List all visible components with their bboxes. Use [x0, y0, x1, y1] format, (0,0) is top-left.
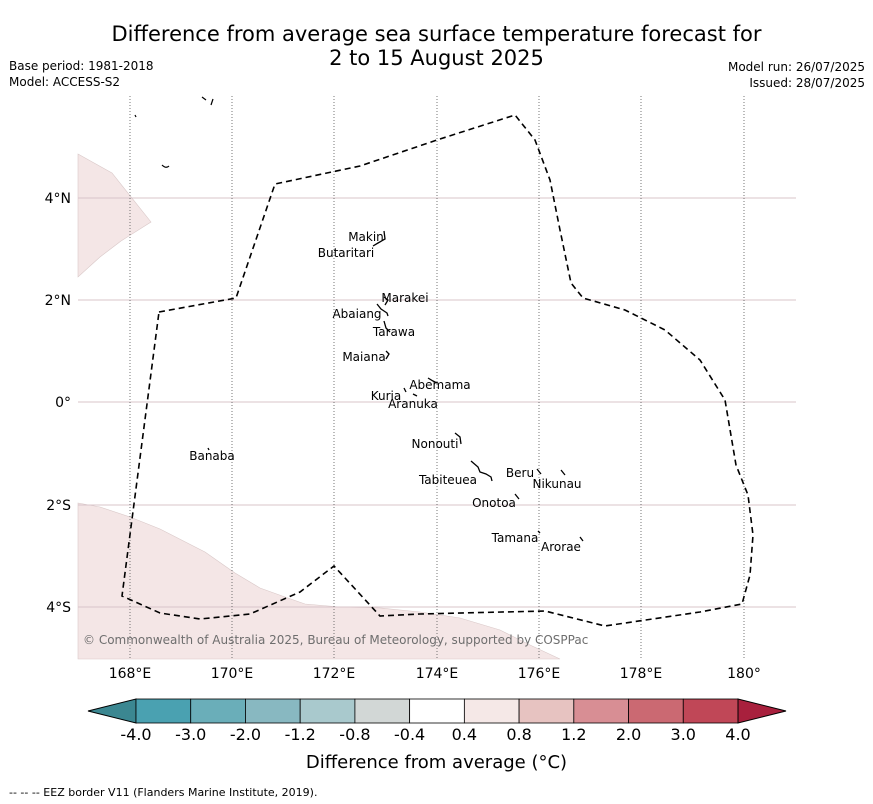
island-label-kuria: Kuria [371, 389, 402, 403]
lat-label-2s: 2°S [46, 498, 71, 514]
atoll-abaiang [376, 303, 389, 317]
title-line-2: 2 to 15 August 2025 [329, 46, 544, 70]
atoll-onotoa [514, 493, 520, 500]
island-label-nikunau: Nikunau [532, 477, 581, 491]
lat-label-4n: 4°N [45, 191, 71, 207]
copyright-notice: © Commonwealth of Australia 2025, Bureau… [83, 633, 588, 647]
island-label-tamana: Tamana [491, 531, 539, 545]
lat-label-0: 0° [55, 395, 71, 411]
colorbar-tick-label: -1.2 [285, 725, 316, 744]
colorbar-tick-label: -0.8 [339, 725, 370, 744]
atoll-banaba [207, 447, 210, 451]
base-period: Base period: 1981-2018 [9, 59, 154, 73]
island-label-arorae: Arorae [541, 540, 581, 554]
atoll-beru-nikunau [536, 468, 566, 476]
island-label-abemama: Abemama [409, 378, 470, 392]
colorbar-segment [135, 698, 192, 724]
colorbar-segment [409, 698, 465, 724]
island-label-banaba: Banaba [189, 449, 235, 463]
eez-border [121, 114, 754, 627]
island-marks-northwest [134, 96, 214, 168]
colorbar-tick-label: 1.2 [561, 725, 586, 744]
colorbar-arrow-high [737, 698, 787, 724]
lon-label-172e: 172°E [313, 666, 356, 682]
lat-label-4s: 4°S [46, 600, 71, 616]
island-label-nonouti: Nonouti [412, 437, 459, 451]
title-line-1: Difference from average sea surface temp… [111, 22, 762, 46]
model-name: Model: ACCESS-S2 [9, 75, 121, 89]
atoll-maiana [385, 350, 390, 360]
colorbar-tick-label: -2.0 [230, 725, 261, 744]
colorbar-segment [354, 698, 411, 724]
islet-mark-4 [161, 164, 170, 168]
island-label-makin: Makin [348, 230, 384, 244]
colorbar-tick-label: 4.0 [725, 725, 750, 744]
islet-mark-3 [134, 114, 137, 118]
atoll-tarawa [383, 320, 391, 333]
lon-label-174e: 174°E [416, 666, 459, 682]
graticule [78, 96, 796, 659]
lon-label-168e: 168°E [109, 666, 152, 682]
lon-label-170e: 170°E [211, 666, 254, 682]
colorbar-label: Difference from average (°C) [305, 752, 568, 773]
colorbar-tick-label: 3.0 [671, 725, 696, 744]
colorbar-tick-label: 2.0 [616, 725, 641, 744]
anomaly-patch-north-west [77, 153, 152, 278]
map-title: Difference from average sea surface temp… [0, 22, 873, 70]
colorbar-tick-label: -0.4 [394, 725, 425, 744]
lon-label-180: 180° [727, 666, 761, 682]
colorbar-segment [463, 698, 520, 724]
island-label-maiana: Maiana [342, 350, 385, 364]
colorbar-segment [190, 698, 246, 724]
island-label-abaiang: Abaiang [332, 307, 381, 321]
atoll-tamana-arorae [537, 530, 584, 542]
island-label-onotoa: Onotoa [472, 496, 516, 510]
atoll-tabiteuea [470, 460, 493, 482]
island-label-tarawa: Tarawa [372, 325, 415, 339]
islet-mark-2 [210, 98, 214, 106]
colorbar-tick-label: -3.0 [175, 725, 206, 744]
eez-footnote: -- -- -- EEZ border V11 (Flanders Marine… [9, 786, 318, 799]
issued-date: Issued: 28/07/2025 [749, 76, 865, 90]
island-label-aranuka: Aranuka [388, 397, 438, 411]
atoll-makin-butaritari [372, 230, 386, 247]
lon-axis-labels: 168°E 170°E 172°E 174°E 176°E 178°E 180° [109, 666, 761, 682]
colorbar-segment [682, 698, 739, 724]
island-label-tabiteuea: Tabiteuea [418, 473, 477, 487]
atoll-outlines [207, 230, 584, 542]
colorbar-tick-label: 0.4 [452, 725, 477, 744]
model-run: Model run: 26/07/2025 [727, 60, 865, 74]
colorbar-tick-label: 0.8 [506, 725, 531, 744]
colorbar: -4.0 -3.0 -2.0 -1.2 -0.8 -0.4 0.4 0.8 1.2 2.0 3.0 4… [87, 698, 787, 744]
lat-axis-labels: 4°N 2°N 0° 2°S 4°S [45, 191, 72, 616]
colorbar-segment [628, 698, 684, 724]
anomaly-patch-south-west [77, 502, 561, 660]
lon-label-176e: 176°E [518, 666, 561, 682]
atoll-nonouti [454, 432, 462, 445]
atoll-kuria-aranuka [403, 387, 418, 397]
meta-left: Base period: 1981-2018 Model: ACCESS-S2 [9, 58, 154, 90]
colorbar-tick-label: -4.0 [120, 725, 151, 744]
lat-label-2n: 2°N [45, 293, 71, 309]
colorbar-arrow-low [87, 698, 137, 724]
islet-mark-1 [201, 96, 207, 101]
atoll-abemama [427, 377, 438, 384]
island-label-beru: Beru [506, 466, 534, 480]
island-label-butaritari: Butaritari [318, 246, 375, 260]
lon-label-178e: 178°E [620, 666, 663, 682]
colorbar-segment [299, 698, 356, 724]
atoll-marakei [383, 296, 389, 306]
island-label-marakei: Marakei [381, 291, 428, 305]
colorbar-segment [573, 698, 629, 724]
colorbar-segment [245, 698, 301, 724]
meta-right: Model run: 26/07/2025 Issued: 28/07/2025 [728, 59, 865, 91]
colorbar-segment [518, 698, 575, 724]
